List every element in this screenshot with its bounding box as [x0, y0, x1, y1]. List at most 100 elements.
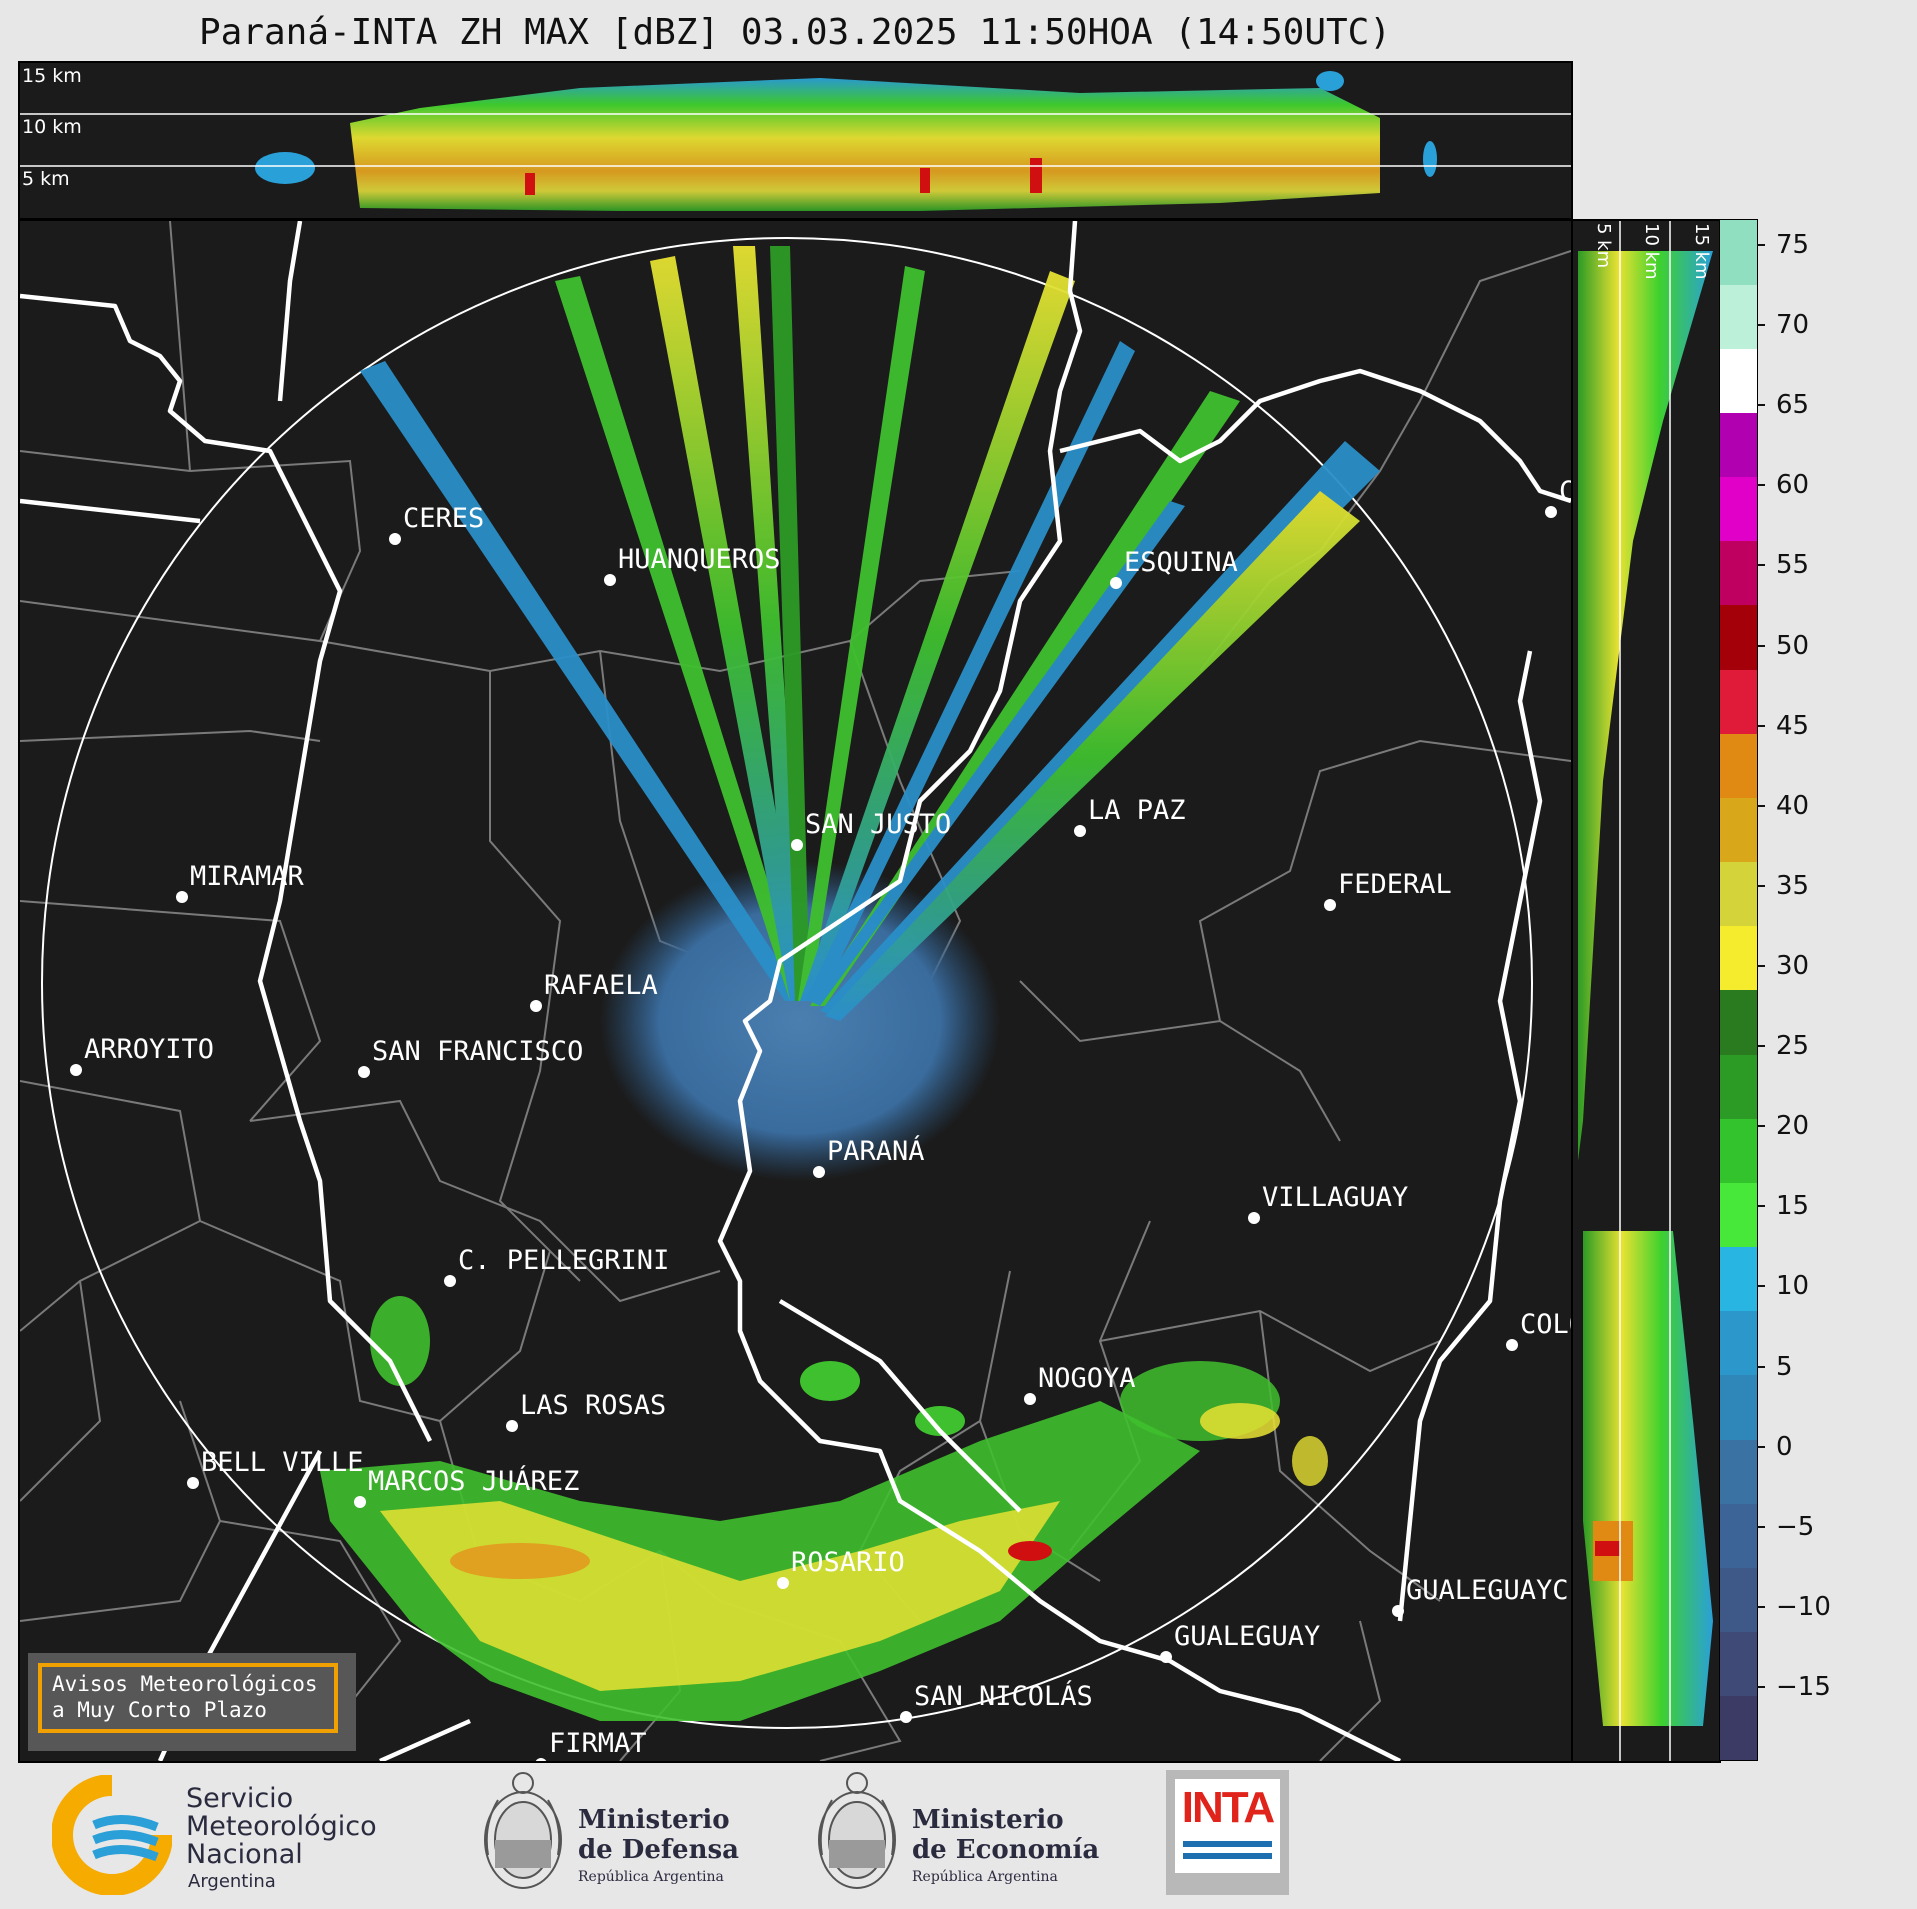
colorbar-band	[1720, 540, 1757, 606]
colorbar-tick-label: −15	[1776, 1672, 1831, 1702]
city-marker[interactable]	[1248, 1212, 1260, 1224]
radar-map[interactable]: CERES HUANQUEROS ESQUINA CU SAN JUSTO LA PAZ M…	[18, 219, 1573, 1763]
colorbar	[1719, 219, 1758, 1761]
colorbar-tick-mark	[1757, 1525, 1765, 1528]
city-label: RAFAELA	[544, 970, 658, 1001]
smn-logo[interactable]: Servicio Meteorológico Nacional Argentin…	[51, 1774, 422, 1896]
smn-line-4: Argentina	[188, 1871, 276, 1892]
city-label: MIRAMAR	[190, 861, 304, 892]
colorbar-tick-mark	[1757, 484, 1765, 487]
city-marker[interactable]	[1506, 1339, 1518, 1351]
colorbar-tick-label: 30	[1776, 951, 1810, 981]
colorbar-tick-label: −10	[1776, 1591, 1831, 1622]
colorbar-tick-mark	[1757, 1365, 1765, 1368]
city-label: ESQUINA	[1124, 547, 1238, 578]
city-marker[interactable]	[1074, 825, 1086, 837]
top-vertical-profile: 15 km 10 km 5 km	[18, 61, 1573, 220]
colorbar-tick-label: 65	[1776, 390, 1810, 421]
colorbar-tick-label: 50	[1776, 630, 1810, 661]
city-marker[interactable]	[530, 1000, 542, 1012]
colorbar-band	[1720, 220, 1757, 285]
city-marker[interactable]	[358, 1066, 370, 1078]
colorbar-tick-mark	[1757, 1285, 1765, 1288]
colorbar-band	[1720, 476, 1757, 542]
colorbar-band	[1720, 1246, 1757, 1312]
right-height-label-10: 10 km	[1641, 223, 1662, 280]
major-borders	[20, 221, 1571, 1761]
city-marker[interactable]	[813, 1166, 825, 1178]
defensa-line-3: República Argentina	[578, 1869, 724, 1885]
city-marker[interactable]	[1160, 1651, 1172, 1663]
smn-line-3: Nacional	[186, 1839, 303, 1870]
range-ring	[41, 237, 1533, 1729]
colorbar-band	[1720, 990, 1757, 1055]
smn-line-2: Meteorológico	[186, 1811, 377, 1842]
colorbar-band	[1720, 1375, 1757, 1440]
colorbar-band	[1720, 1439, 1757, 1504]
top-height-label-15: 15 km	[22, 65, 82, 87]
chart-title: Paraná-INTA ZH MAX [dBZ] 03.03.2025 11:5…	[198, 12, 1392, 53]
colorbar-band	[1720, 1118, 1757, 1183]
colorbar-band	[1720, 284, 1757, 349]
city-label: SAN NICOLÁS	[914, 1681, 1093, 1712]
city-marker[interactable]	[1545, 506, 1557, 518]
colorbar-tick-mark	[1757, 244, 1765, 246]
city-label: FIRMAT	[549, 1728, 647, 1759]
city-label: LAS ROSAS	[520, 1390, 667, 1421]
city-marker[interactable]	[506, 1420, 518, 1432]
storm-cells	[320, 1296, 1328, 1721]
inta-logo[interactable]: INTA	[1166, 1770, 1289, 1895]
warning-box-inner[interactable]: Avisos Meteorológicos a Muy Corto Plazo	[38, 1663, 338, 1733]
colorbar-tick-label: 40	[1776, 790, 1810, 821]
colorbar-band	[1720, 925, 1757, 991]
right-profile-svg	[1578, 221, 1713, 1761]
smn-line-1: Servicio	[186, 1783, 294, 1814]
colorbar-band	[1720, 1310, 1757, 1376]
radar-map-svg	[20, 221, 1571, 1761]
colorbar-tick-label: 10	[1776, 1271, 1810, 1302]
city-marker[interactable]	[791, 839, 803, 851]
city-label: FEDERAL	[1338, 869, 1452, 900]
city-marker[interactable]	[1324, 899, 1336, 911]
city-marker[interactable]	[777, 1577, 789, 1589]
city-label: NOGOYA	[1038, 1363, 1136, 1394]
colorbar-tick-mark	[1757, 1686, 1765, 1688]
city-marker[interactable]	[444, 1275, 456, 1287]
colorbar-tick-mark	[1757, 644, 1765, 647]
colorbar-band	[1720, 861, 1757, 927]
colorbar-band	[1720, 1567, 1757, 1633]
city-label: COLÓ	[1520, 1309, 1571, 1340]
economia-logo[interactable]: Ministerio de Economía República Argenti…	[812, 1765, 1132, 1905]
smn-emblem-icon	[51, 1774, 173, 1896]
city-marker[interactable]	[70, 1064, 82, 1076]
colorbar-tick-label: 45	[1776, 710, 1810, 741]
city-marker[interactable]	[604, 574, 616, 586]
right-height-label-15: 15 km	[1691, 223, 1712, 280]
economia-line-2: de Economía	[912, 1835, 1100, 1865]
colorbar-band	[1720, 1695, 1757, 1761]
city-marker[interactable]	[354, 1496, 366, 1508]
city-label: CU	[1559, 476, 1571, 507]
colorbar-tick-label: −5	[1776, 1511, 1815, 1542]
defensa-logo[interactable]: Ministerio de Defensa República Argentin…	[478, 1765, 778, 1905]
city-marker[interactable]	[389, 533, 401, 545]
city-marker[interactable]	[535, 1758, 547, 1761]
colorbar-tick-label: 75	[1776, 230, 1810, 260]
colorbar-tick-mark	[1757, 724, 1765, 727]
colorbar-band	[1720, 797, 1757, 863]
city-marker[interactable]	[1392, 1605, 1404, 1617]
city-marker[interactable]	[176, 891, 188, 903]
warning-box[interactable]: Avisos Meteorológicos a Muy Corto Plazo	[28, 1653, 356, 1751]
colorbar-tick-label: 35	[1776, 870, 1810, 901]
colorbar-band	[1720, 1054, 1757, 1119]
colorbar-tick-mark	[1757, 564, 1765, 567]
colorbar-tick-label: 55	[1776, 550, 1810, 581]
colorbar-tick-mark	[1757, 1125, 1765, 1128]
city-marker[interactable]	[1110, 577, 1122, 589]
city-marker[interactable]	[1024, 1393, 1036, 1405]
coat-of-arms-icon	[818, 1772, 896, 1889]
city-label: PARANÁ	[827, 1136, 925, 1167]
city-marker[interactable]	[187, 1477, 199, 1489]
city-marker[interactable]	[900, 1711, 912, 1723]
colorbar-band	[1720, 1503, 1757, 1568]
